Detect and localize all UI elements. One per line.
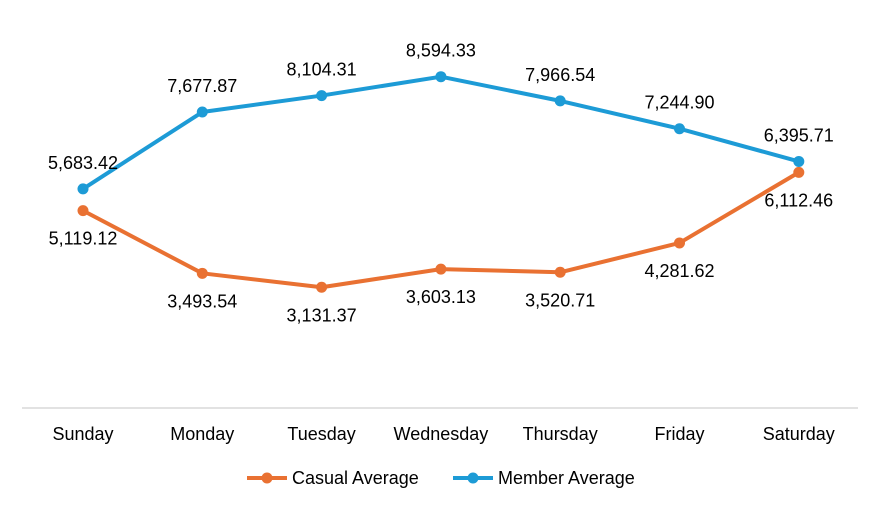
legend-swatch-marker bbox=[467, 472, 479, 484]
casual-average-point-monday bbox=[196, 267, 208, 279]
casual-average-label-tuesday: 3,131.37 bbox=[287, 305, 357, 325]
legend-label: Member Average bbox=[498, 468, 635, 488]
member-average-label-thursday: 7,966.54 bbox=[525, 65, 595, 85]
x-tick-label-thursday: Thursday bbox=[523, 424, 598, 444]
casual-average-point-tuesday bbox=[316, 281, 328, 293]
casual-average-point-sunday bbox=[77, 205, 89, 217]
x-tick-label-sunday: Sunday bbox=[52, 424, 113, 444]
x-tick-label-saturday: Saturday bbox=[763, 424, 835, 444]
legend: Casual Average Member Average bbox=[247, 468, 635, 488]
casual-average-point-wednesday bbox=[435, 263, 447, 275]
member-average-point-thursday bbox=[554, 95, 566, 107]
x-tick-label-friday: Friday bbox=[654, 424, 704, 444]
member-average-point-friday bbox=[674, 123, 685, 135]
legend-item-member-average: Member Average bbox=[453, 468, 635, 488]
member-average-label-saturday: 6,395.71 bbox=[764, 125, 834, 145]
casual-average-label-friday: 4,281.62 bbox=[644, 261, 714, 281]
legend-label: Casual Average bbox=[292, 468, 419, 488]
series-points bbox=[77, 71, 805, 293]
casual-average-label-monday: 3,493.54 bbox=[167, 291, 237, 311]
casual-average-point-friday bbox=[674, 237, 685, 249]
member-average-label-tuesday: 8,104.31 bbox=[287, 60, 357, 80]
data-labels: 5,119.12 3,493.54 3,131.37 3,603.13 3,520.71… bbox=[48, 41, 834, 326]
member-average-point-wednesday bbox=[435, 71, 447, 83]
x-tick-labels: Sunday Monday Tuesday Wednesday Thursday Frid… bbox=[52, 424, 834, 444]
casual-average-label-thursday: 3,520.71 bbox=[525, 290, 595, 310]
member-average-label-wednesday: 8,594.33 bbox=[406, 41, 476, 61]
casual-average-point-thursday bbox=[554, 266, 566, 278]
casual-average-label-wednesday: 3,603.13 bbox=[406, 287, 476, 307]
x-tick-label-monday: Monday bbox=[170, 424, 234, 444]
casual-average-label-saturday: 6,112.46 bbox=[764, 190, 833, 210]
member-average-label-friday: 7,244.90 bbox=[644, 93, 714, 113]
member-average-point-tuesday bbox=[316, 90, 328, 102]
member-average-point-monday bbox=[196, 106, 208, 118]
legend-item-casual-average: Casual Average bbox=[247, 468, 419, 488]
legend-swatch-marker bbox=[261, 472, 273, 484]
member-average-point-saturday bbox=[793, 155, 805, 167]
x-tick-label-wednesday: Wednesday bbox=[394, 424, 489, 444]
casual-average-point-saturday bbox=[793, 166, 805, 178]
casual-average-label-sunday: 5,119.12 bbox=[49, 229, 118, 249]
member-average-point-sunday bbox=[77, 183, 89, 195]
member-average-label-sunday: 5,683.42 bbox=[48, 153, 118, 173]
member-average-label-monday: 7,677.87 bbox=[167, 76, 237, 96]
x-tick-label-tuesday: Tuesday bbox=[287, 424, 355, 444]
